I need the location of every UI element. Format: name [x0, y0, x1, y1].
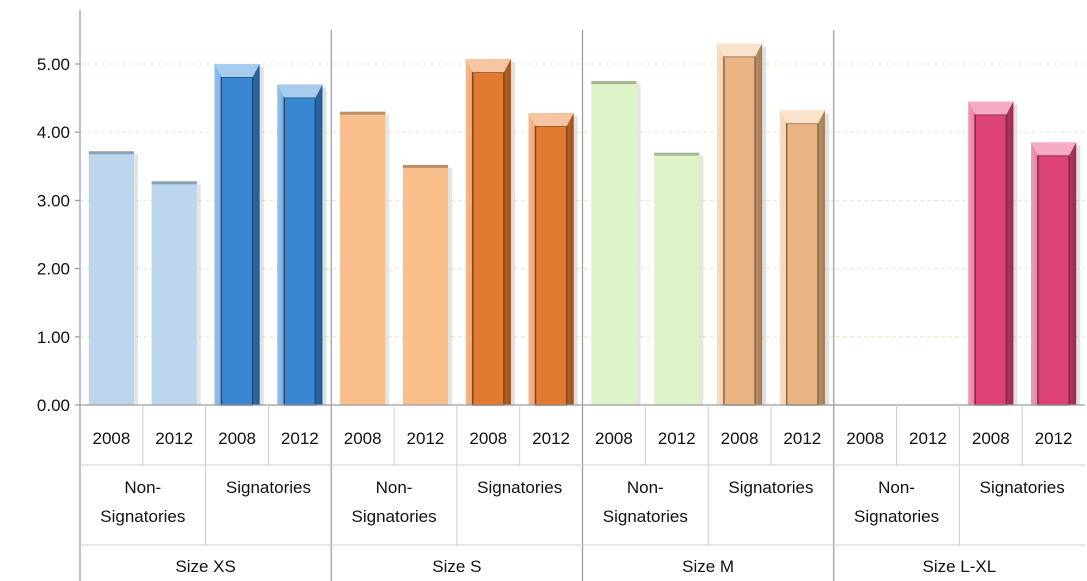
subgroup-label: Signatories — [352, 507, 437, 526]
bar-top-edge — [340, 111, 386, 115]
year-tick-label: 2008 — [721, 429, 759, 448]
labels: 0.00 1.00 2.00 3.00 4.00 5.00 Non- Signatories 2… — [37, 55, 1073, 576]
bar-top-bevel — [528, 113, 574, 127]
subgroup-label: Signatories — [603, 507, 688, 526]
group-label: Size M — [682, 557, 734, 576]
year-tick-label: 2008 — [92, 429, 130, 448]
year-tick-label: 2012 — [909, 429, 947, 448]
bar-top-bevel — [1030, 142, 1077, 156]
bar-inner-bevel — [220, 76, 254, 406]
bar — [402, 164, 449, 405]
y-tick-label: 0.00 — [37, 396, 70, 415]
bar-inner-bevel — [723, 55, 756, 406]
bar-top-bevel — [465, 59, 511, 73]
group-label: Size XS — [175, 557, 235, 576]
bar — [88, 151, 135, 405]
bar — [591, 81, 637, 406]
year-tick-label: 2012 — [658, 429, 696, 448]
year-tick-label: 2008 — [344, 429, 382, 448]
subgroup-label: Signatories — [854, 507, 939, 526]
bar-inner-bevel — [1037, 154, 1070, 406]
bar-top-edge — [151, 181, 197, 185]
bar-top-bevel — [214, 64, 260, 77]
bar-top-edge — [591, 81, 637, 85]
year-tick-label: 2008 — [595, 429, 633, 448]
year-tick-label: 2012 — [155, 429, 193, 448]
group-label: Size S — [432, 557, 481, 576]
axes — [75, 10, 1085, 581]
bar-top-bevel — [968, 101, 1014, 115]
subgroup-label: Signatories — [728, 478, 813, 497]
subgroup-label: Non- — [376, 478, 413, 497]
bar — [654, 152, 700, 405]
bar-top-bevel — [716, 43, 763, 57]
year-tick-label: 2012 — [1035, 429, 1073, 448]
bar-inner-bevel — [534, 125, 568, 406]
bar-inner-bevel — [471, 71, 505, 406]
year-tick-label: 2012 — [783, 429, 821, 448]
subgroup-label: Non- — [878, 478, 915, 497]
bars — [88, 43, 1081, 406]
group-label: Size L-XL — [923, 557, 997, 576]
subgroup-label: Signatories — [226, 478, 311, 497]
bar-top-edge — [402, 164, 449, 168]
bar — [151, 181, 197, 405]
bar-top-bevel — [277, 84, 323, 98]
bar-inner-bevel — [785, 122, 819, 406]
y-tick-label: 1.00 — [37, 328, 70, 347]
subgroup-label: Non- — [124, 478, 161, 497]
bar-top-edge — [654, 152, 700, 156]
subgroup-label: Signatories — [477, 478, 562, 497]
year-tick-label: 2012 — [407, 429, 445, 448]
y-tick-label: 4.00 — [37, 123, 70, 142]
subgroup-label: Signatories — [100, 507, 185, 526]
year-tick-label: 2008 — [469, 429, 507, 448]
subgroup-label: Non- — [627, 478, 664, 497]
bar-inner-bevel — [283, 96, 317, 406]
bar — [340, 111, 386, 406]
subgroup-label: Signatories — [980, 478, 1065, 497]
y-tick-label: 2.00 — [37, 260, 70, 279]
bar-inner-bevel — [974, 113, 1008, 406]
year-tick-label: 2012 — [281, 429, 319, 448]
year-tick-label: 2012 — [532, 429, 570, 448]
year-tick-label: 2008 — [218, 429, 256, 448]
year-tick-label: 2008 — [846, 429, 884, 448]
year-tick-label: 2008 — [972, 429, 1010, 448]
bar-top-bevel — [779, 110, 825, 124]
y-tick-label: 3.00 — [37, 191, 70, 210]
bar-top-edge — [88, 151, 135, 155]
y-tick-label: 5.00 — [37, 55, 70, 74]
